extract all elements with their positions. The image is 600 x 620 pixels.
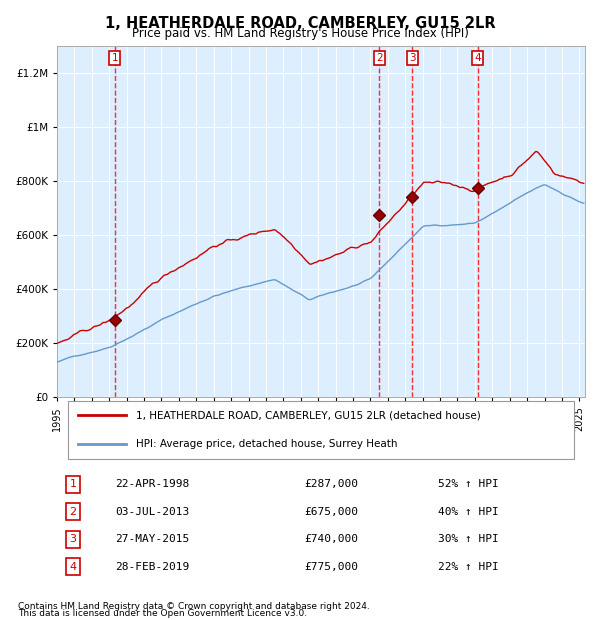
Text: This data is licensed under the Open Government Licence v3.0.: This data is licensed under the Open Gov… xyxy=(18,609,307,618)
Text: £675,000: £675,000 xyxy=(304,507,358,517)
FancyBboxPatch shape xyxy=(68,401,574,459)
Text: 4: 4 xyxy=(475,53,481,63)
Text: 28-FEB-2019: 28-FEB-2019 xyxy=(115,562,189,572)
Text: 3: 3 xyxy=(409,53,416,63)
Text: 03-JUL-2013: 03-JUL-2013 xyxy=(115,507,189,517)
Text: 1: 1 xyxy=(112,53,118,63)
Text: £740,000: £740,000 xyxy=(304,534,358,544)
Text: £775,000: £775,000 xyxy=(304,562,358,572)
Text: 4: 4 xyxy=(69,562,76,572)
Text: 1, HEATHERDALE ROAD, CAMBERLEY, GU15 2LR (detached house): 1, HEATHERDALE ROAD, CAMBERLEY, GU15 2LR… xyxy=(136,410,481,420)
Text: 22% ↑ HPI: 22% ↑ HPI xyxy=(438,562,499,572)
Text: Price paid vs. HM Land Registry's House Price Index (HPI): Price paid vs. HM Land Registry's House … xyxy=(131,27,469,40)
Text: 3: 3 xyxy=(70,534,76,544)
Text: £287,000: £287,000 xyxy=(304,479,358,489)
Text: 22-APR-1998: 22-APR-1998 xyxy=(115,479,189,489)
Text: 1, HEATHERDALE ROAD, CAMBERLEY, GU15 2LR: 1, HEATHERDALE ROAD, CAMBERLEY, GU15 2LR xyxy=(104,16,496,30)
Text: Contains HM Land Registry data © Crown copyright and database right 2024.: Contains HM Land Registry data © Crown c… xyxy=(18,601,370,611)
Text: 27-MAY-2015: 27-MAY-2015 xyxy=(115,534,189,544)
Text: 40% ↑ HPI: 40% ↑ HPI xyxy=(438,507,499,517)
Text: 52% ↑ HPI: 52% ↑ HPI xyxy=(438,479,499,489)
Text: 1: 1 xyxy=(70,479,76,489)
Text: 30% ↑ HPI: 30% ↑ HPI xyxy=(438,534,499,544)
Text: HPI: Average price, detached house, Surrey Heath: HPI: Average price, detached house, Surr… xyxy=(136,439,398,449)
Text: 2: 2 xyxy=(69,507,76,517)
Text: 2: 2 xyxy=(376,53,382,63)
